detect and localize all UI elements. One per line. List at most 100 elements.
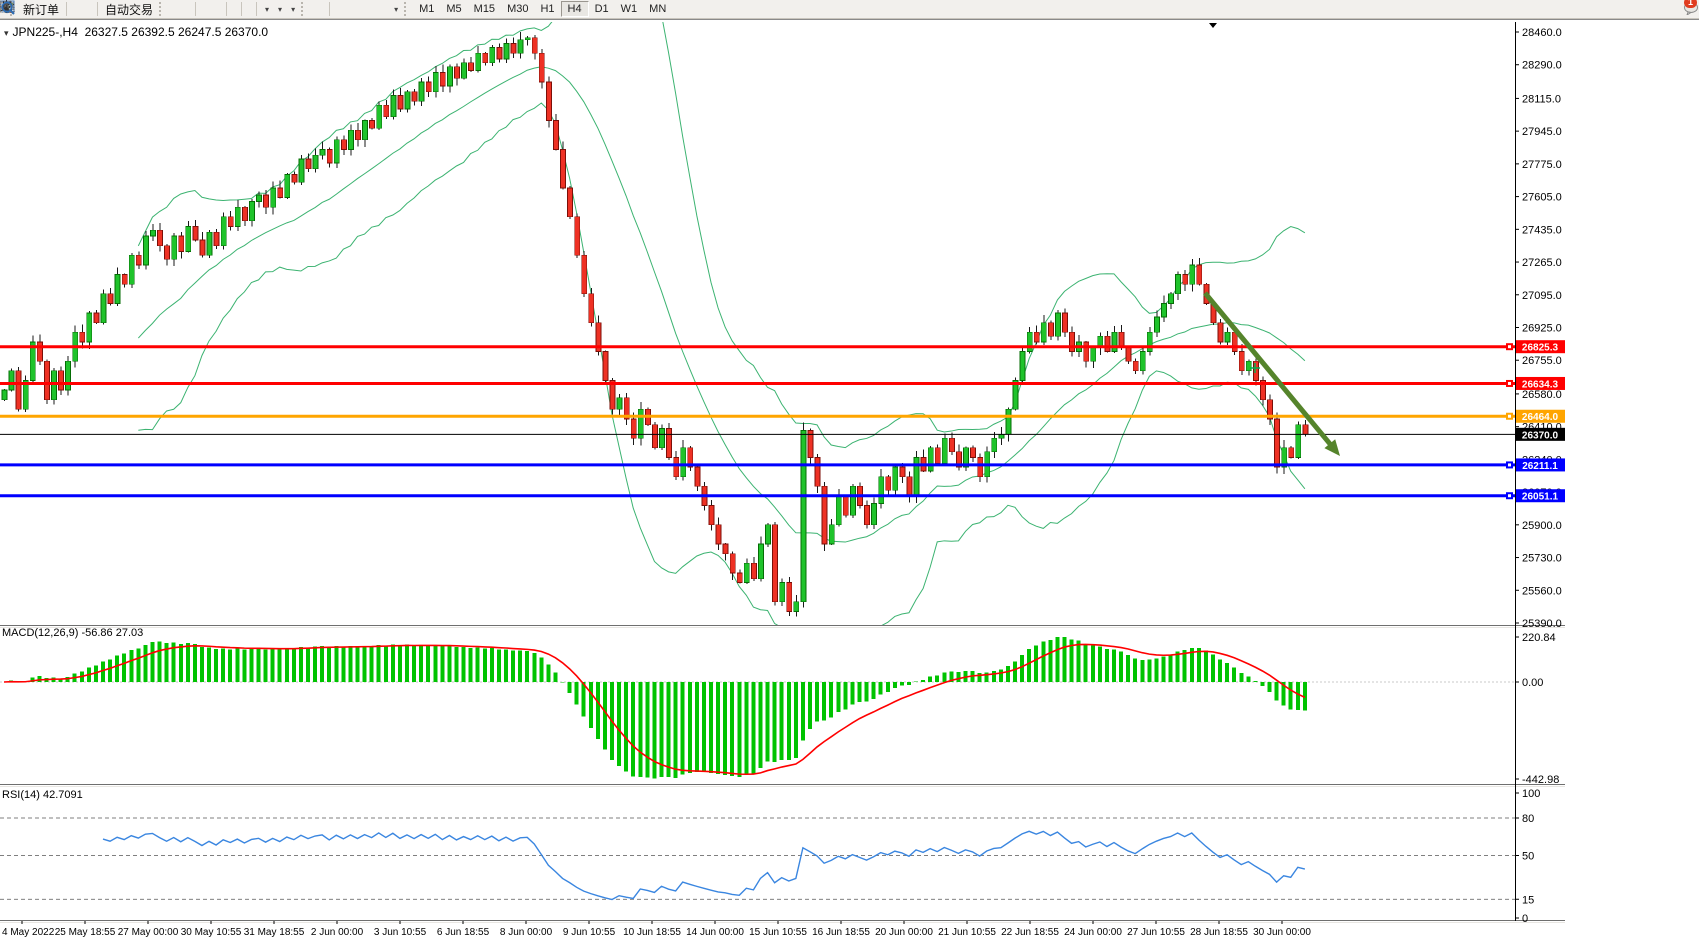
rsi-line	[102, 830, 1306, 901]
macd-label: MACD(12,26,9) -56.86 27.03	[2, 627, 144, 639]
timeframe-button-m30[interactable]: M30	[507, 3, 529, 15]
time-label: 14 Jun 00:00	[686, 927, 744, 938]
level-badge	[1516, 340, 1565, 354]
svg-text:27605.0: 27605.0	[1522, 192, 1562, 204]
time-label: 20 Jun 00:00	[875, 927, 933, 938]
time-label: 30 Jun 00:00	[1253, 927, 1311, 938]
svg-text:27435.0: 27435.0	[1522, 224, 1562, 236]
chevron-down-icon: ▾	[291, 4, 296, 14]
level-badge	[1516, 409, 1565, 423]
macd-signal-line	[3, 643, 1306, 776]
time-label: 3 Jun 10:55	[374, 927, 427, 938]
object-anchor-cross	[1250, 363, 1260, 373]
rsi-scale-label: 50	[1522, 851, 1534, 863]
svg-text:26211.1: 26211.1	[1522, 461, 1558, 472]
bollinger-bands	[137, 22, 1306, 625]
rsi-scale-label: 80	[1522, 813, 1534, 825]
time-label: 8 Jun 00:00	[500, 927, 553, 938]
svg-text:26051.1: 26051.1	[1522, 492, 1559, 503]
time-label: 28 Jun 18:55	[1190, 927, 1248, 938]
svg-text:28290.0: 28290.0	[1522, 60, 1562, 72]
timeframe-button-mn[interactable]: MN	[649, 3, 667, 15]
level-badge	[1516, 376, 1565, 390]
time-label: 31 May 18:55	[244, 927, 305, 938]
new-order-label: 新订单	[23, 2, 60, 17]
search-icon[interactable]	[1, 1, 1683, 18]
price-axis-ticks: 28460.0 28290.0 28115.0 27945.0 27775.0 27605…	[1515, 27, 1562, 630]
svg-text:25390.0: 25390.0	[1522, 618, 1562, 630]
svg-text:26370.0: 26370.0	[1522, 430, 1559, 441]
time-label: 25 May 18:55	[55, 927, 116, 938]
chevron-down-icon: ▾	[394, 4, 399, 14]
timeframe-button-m5[interactable]: M5	[446, 3, 462, 15]
svg-text:27265.0: 27265.0	[1522, 257, 1562, 269]
trend-arrow[interactable]	[1203, 291, 1336, 450]
time-label: 27 May 00:00	[118, 927, 179, 938]
time-label: 2 Jun 00:00	[311, 927, 364, 938]
level-badge	[1516, 489, 1565, 503]
bollinger-upper	[137, 22, 1306, 449]
svg-text:28460.0: 28460.0	[1522, 27, 1562, 39]
notification-badge: 1	[1684, 0, 1697, 8]
time-label: 22 Jun 18:55	[1001, 927, 1059, 938]
time-label: 9 Jun 10:55	[563, 927, 616, 938]
timeframe-button-m1[interactable]: M1	[419, 3, 435, 15]
time-label: 15 Jun 10:55	[749, 927, 807, 938]
rsi-scale-label: 100	[1522, 788, 1540, 800]
svg-text:26634.3: 26634.3	[1522, 379, 1559, 390]
svg-text:26580.0: 26580.0	[1522, 389, 1562, 401]
time-label: 10 Jun 18:55	[623, 927, 681, 938]
candles-series	[1, 32, 1309, 617]
time-label: 21 Jun 10:55	[938, 927, 996, 938]
svg-text:E: E	[11, 8, 15, 13]
chevron-down-icon: ▾	[278, 4, 283, 14]
svg-text:25730.0: 25730.0	[1522, 553, 1562, 565]
main-chart-panel[interactable]	[0, 22, 1515, 625]
rsi-label: RSI(14) 42.7091	[2, 789, 83, 801]
svg-text:26755.0: 26755.0	[1522, 355, 1562, 367]
chart-title: ▾ JPN225-,H4 26327.5 26392.5 26247.5 2637…	[4, 25, 269, 39]
svg-text:26464.0: 26464.0	[1522, 412, 1559, 423]
time-label: 27 Jun 10:55	[1127, 927, 1185, 938]
timeframe-bar: M1 M5 M15 M30 H1 H4 D1 W1 MN	[413, 1, 672, 17]
timeframe-button-m15[interactable]: M15	[473, 3, 496, 15]
svg-text:27945.0: 27945.0	[1522, 126, 1562, 138]
autotrade-label: 自动交易	[105, 2, 154, 17]
level-badge	[1516, 458, 1565, 472]
svg-text:27775.0: 27775.0	[1522, 159, 1562, 171]
toolbar: 新订单 自动交易 ▾ ▾ ▾ E F A T ▾ M1M5M15M30H1H4D…	[0, 0, 1699, 19]
bollinger-lower	[138, 102, 1306, 625]
svg-text:25900.0: 25900.0	[1522, 520, 1562, 532]
svg-text:F: F	[11, 8, 15, 13]
rsi-scale-label: 15	[1522, 894, 1534, 906]
svg-text:26925.0: 26925.0	[1522, 323, 1562, 335]
chart-menu-icon[interactable]: ▾	[4, 28, 9, 38]
bollinger-middle	[137, 66, 1306, 543]
arrows-tool[interactable]: ▾	[2, 1, 402, 18]
time-label: 16 Jun 18:55	[812, 927, 870, 938]
timeframe-button-d1[interactable]: D1	[594, 3, 609, 15]
timeframe-button-h1[interactable]: H1	[540, 3, 555, 15]
svg-text:26825.3: 26825.3	[1522, 343, 1559, 354]
macd-scale-label: 0.00	[1522, 677, 1543, 689]
macd-scale-label: -442.98	[1522, 774, 1559, 786]
time-label: 24 Jun 00:00	[1064, 927, 1122, 938]
svg-text:28115.0: 28115.0	[1522, 93, 1561, 105]
current-price-badge	[1516, 427, 1565, 441]
macd-histogram	[9, 637, 1307, 779]
chevron-down-icon: ▾	[265, 4, 270, 14]
trend-arrow-head[interactable]	[1324, 439, 1340, 456]
time-label: 4 May 2022	[2, 927, 55, 938]
time-axis[interactable]: 4 May 2022 25 May 18:55 27 May 00:00 30 May…	[2, 921, 1311, 938]
timeframe-button-w1[interactable]: W1	[620, 3, 638, 15]
time-label: 30 May 10:55	[181, 927, 242, 938]
time-label: 6 Jun 18:55	[437, 927, 490, 938]
svg-text:25560.0: 25560.0	[1522, 585, 1562, 597]
macd-scale-label: 220.84	[1522, 632, 1556, 644]
timeframe-button-h4[interactable]: H4	[560, 1, 589, 17]
notifications-button[interactable]: 1	[1683, 0, 1698, 18]
rsi-scale-label: 0	[1522, 913, 1528, 925]
chart-shift-marker[interactable]	[1209, 23, 1217, 28]
